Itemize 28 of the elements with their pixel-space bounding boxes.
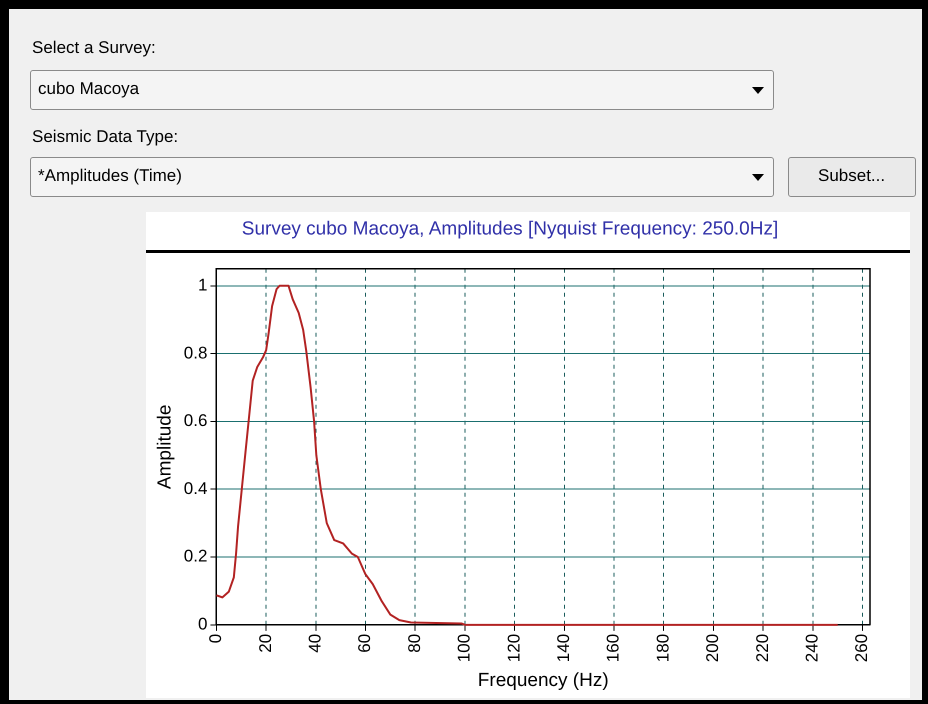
- x-tick-label: 220: [752, 634, 772, 662]
- y-axis-title: Amplitude: [154, 404, 176, 490]
- y-tick-label: 0: [198, 614, 208, 634]
- y-tick-label: 0.8: [184, 343, 208, 362]
- x-tick-label: 160: [604, 634, 623, 662]
- x-tick-label: 240: [802, 634, 822, 662]
- y-tick-label: 1: [198, 275, 208, 294]
- x-tick-label: 20: [256, 634, 275, 653]
- x-tick-label: 60: [355, 634, 374, 653]
- text: Seismic Data Type:: [32, 127, 178, 147]
- text: cubo Macoya: [38, 79, 140, 99]
- chart-title: Survey cubo Macoya, Amplitudes [Nyquist Frequency: 250.0Hz]: [242, 218, 778, 240]
- x-tick-label: 200: [703, 634, 722, 662]
- x-tick-label: 140: [554, 634, 574, 662]
- y-tick-label: 0.6: [184, 411, 208, 430]
- text: Subset...: [818, 166, 886, 186]
- text: Select a Survey:: [32, 38, 156, 58]
- x-tick-label: 0: [206, 634, 226, 644]
- x-tick-label: 120: [504, 634, 524, 662]
- x-tick-label: 80: [404, 634, 424, 653]
- x-tick-label: 260: [852, 634, 872, 662]
- y-tick-label: 0.4: [184, 478, 208, 498]
- y-tick-label: 0.2: [184, 546, 208, 566]
- x-tick-label: 180: [653, 634, 672, 662]
- x-tick-label: 40: [306, 634, 325, 653]
- text: *Amplitudes (Time): [38, 166, 182, 186]
- x-tick-label: 100: [454, 634, 474, 662]
- x-axis-title: Frequency (Hz): [478, 670, 609, 691]
